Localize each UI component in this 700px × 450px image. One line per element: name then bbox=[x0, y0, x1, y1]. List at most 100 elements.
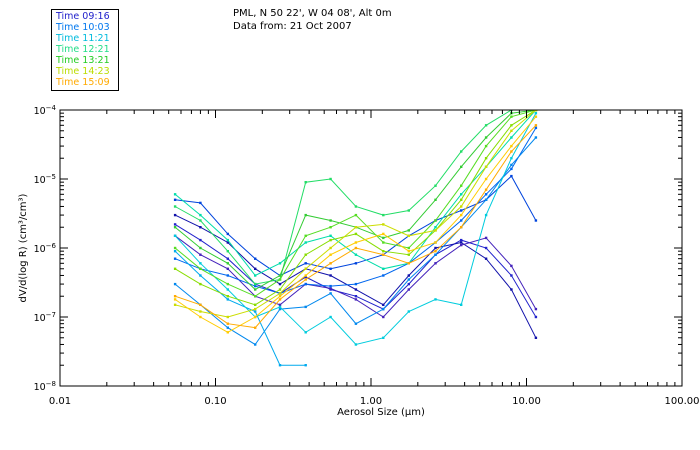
data-point bbox=[484, 198, 488, 201]
data-point bbox=[434, 226, 437, 229]
data-point bbox=[199, 315, 202, 319]
data-point bbox=[354, 288, 358, 291]
y-tick-label: 10−5 bbox=[34, 173, 56, 186]
data-point bbox=[329, 262, 332, 265]
data-point bbox=[484, 246, 488, 250]
data-point bbox=[484, 188, 488, 191]
data-point bbox=[199, 282, 202, 286]
data-point bbox=[254, 307, 257, 311]
data-point bbox=[199, 226, 202, 229]
data-point bbox=[460, 205, 463, 208]
data-point bbox=[304, 253, 307, 256]
data-point bbox=[460, 184, 463, 187]
data-point bbox=[254, 315, 257, 319]
data-point bbox=[460, 219, 463, 222]
data-point bbox=[199, 274, 202, 277]
x-tick-label: 0.10 bbox=[204, 396, 226, 407]
y-axis-label: dV/d(log R) (cm³/cm³) bbox=[18, 193, 29, 302]
data-point bbox=[329, 315, 332, 319]
data-point bbox=[254, 284, 257, 288]
data-point bbox=[382, 267, 385, 270]
data-point bbox=[226, 288, 229, 291]
data-point bbox=[484, 165, 488, 168]
data-point bbox=[226, 331, 229, 334]
data-point bbox=[173, 198, 177, 201]
data-point bbox=[460, 209, 463, 212]
data-point bbox=[407, 288, 410, 291]
data-point bbox=[173, 257, 177, 260]
data-point bbox=[254, 282, 257, 286]
data-point bbox=[173, 246, 177, 250]
data-point bbox=[382, 223, 385, 226]
data-point bbox=[534, 315, 538, 319]
data-point bbox=[329, 253, 332, 256]
data-point bbox=[226, 267, 229, 270]
data-point bbox=[354, 213, 358, 217]
data-point bbox=[484, 124, 488, 127]
data-point bbox=[434, 250, 437, 253]
data-point bbox=[354, 246, 358, 250]
data-point bbox=[226, 238, 229, 242]
data-point bbox=[226, 241, 229, 244]
x-tick-label: 1.00 bbox=[360, 396, 382, 407]
data-point bbox=[173, 303, 177, 306]
data-point bbox=[460, 213, 463, 217]
data-point bbox=[484, 236, 488, 240]
legend-item: Time 14:23 bbox=[56, 66, 110, 77]
data-point bbox=[354, 253, 358, 256]
data-point bbox=[173, 295, 177, 298]
data-point bbox=[329, 226, 332, 229]
legend-item: Time 15:09 bbox=[56, 77, 110, 88]
data-point bbox=[460, 243, 463, 247]
data-point bbox=[382, 236, 385, 240]
legend-item: Time 09:16 bbox=[56, 11, 110, 22]
data-point bbox=[226, 315, 229, 319]
data-point bbox=[407, 246, 410, 250]
data-point bbox=[460, 193, 463, 196]
data-point bbox=[329, 219, 332, 222]
data-point bbox=[304, 234, 307, 237]
data-point bbox=[226, 295, 229, 298]
data-point bbox=[254, 288, 257, 291]
data-point bbox=[254, 295, 257, 298]
legend-item: Time 10:03 bbox=[56, 22, 110, 33]
data-point bbox=[329, 287, 332, 290]
data-point bbox=[460, 226, 463, 229]
data-point bbox=[407, 209, 410, 212]
series-line bbox=[174, 110, 537, 297]
data-point bbox=[173, 267, 177, 270]
data-point bbox=[382, 315, 385, 319]
legend-item: Time 12:21 bbox=[56, 44, 110, 55]
data-point bbox=[407, 250, 410, 253]
data-point bbox=[534, 112, 538, 115]
data-point bbox=[173, 223, 177, 226]
legend-item: Time 11:21 bbox=[56, 33, 110, 44]
data-point bbox=[354, 295, 358, 298]
data-point bbox=[199, 262, 202, 265]
data-point bbox=[278, 307, 282, 311]
data-point bbox=[382, 274, 385, 277]
series-line bbox=[174, 110, 537, 318]
data-point bbox=[407, 278, 410, 281]
data-point bbox=[199, 267, 202, 270]
data-point bbox=[173, 250, 177, 253]
data-point bbox=[484, 213, 488, 217]
data-point bbox=[407, 234, 410, 237]
data-point bbox=[304, 274, 307, 277]
data-point bbox=[354, 343, 358, 346]
data-point bbox=[484, 193, 488, 196]
data-point bbox=[226, 322, 229, 325]
data-point bbox=[510, 163, 513, 167]
legend-item: Time 13:21 bbox=[56, 55, 110, 66]
data-point bbox=[173, 193, 177, 196]
data-point bbox=[173, 205, 177, 208]
data-point bbox=[434, 262, 437, 265]
data-point bbox=[354, 226, 358, 229]
data-point bbox=[226, 298, 229, 301]
data-point bbox=[484, 157, 488, 160]
data-point bbox=[407, 274, 410, 277]
data-point bbox=[434, 198, 437, 201]
data-point bbox=[278, 295, 282, 298]
data-point bbox=[329, 292, 332, 295]
data-point bbox=[407, 229, 410, 232]
